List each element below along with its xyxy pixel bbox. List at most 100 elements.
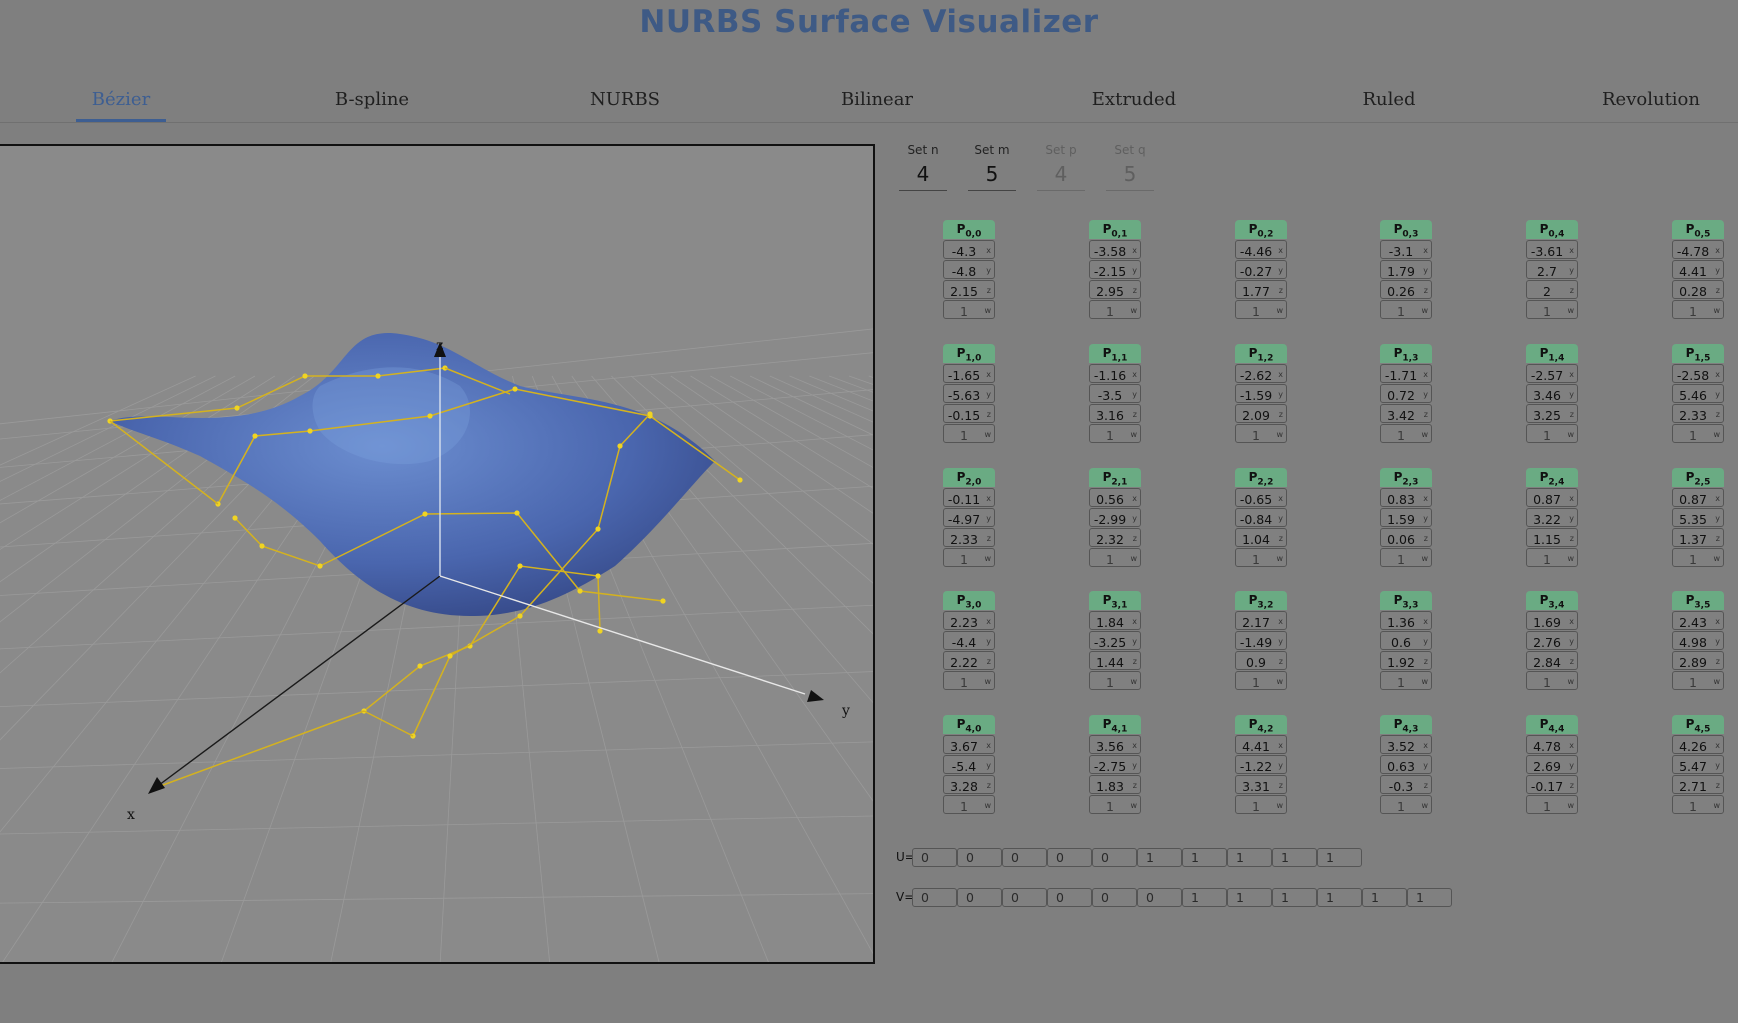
coord-x-input[interactable]: [1527, 738, 1567, 755]
knot-u-input[interactable]: [1182, 848, 1227, 867]
knot-v-input[interactable]: [1362, 888, 1407, 907]
coord-x-input[interactable]: [1673, 738, 1713, 755]
coord-y-input[interactable]: [1090, 511, 1130, 528]
coord-y-input[interactable]: [944, 634, 984, 651]
coord-x-input[interactable]: [944, 614, 984, 631]
coord-z-input[interactable]: [1381, 531, 1421, 548]
knot-v-input[interactable]: [1002, 888, 1047, 907]
tab-bilinear[interactable]: Bilinear: [840, 89, 914, 110]
control-net-vertex[interactable]: [375, 373, 381, 379]
coord-z-input[interactable]: [1527, 531, 1567, 548]
knot-u-input[interactable]: [1272, 848, 1317, 867]
tab-nurbs[interactable]: NURBS: [589, 89, 661, 110]
coord-x-input[interactable]: [1381, 738, 1421, 755]
control-net-vertex[interactable]: [517, 613, 523, 619]
coord-y-input[interactable]: [1090, 758, 1130, 775]
coord-x-input[interactable]: [944, 367, 984, 384]
coord-y-input[interactable]: [1381, 263, 1421, 280]
tab-bspline[interactable]: B-spline: [334, 89, 410, 110]
coord-y-input[interactable]: [1381, 387, 1421, 404]
coord-x-input[interactable]: [1236, 367, 1276, 384]
coord-y-input[interactable]: [1527, 511, 1567, 528]
coord-x-input[interactable]: [1527, 614, 1567, 631]
coord-z-input[interactable]: [944, 531, 984, 548]
control-net-vertex[interactable]: [302, 373, 308, 379]
knot-u-input[interactable]: [1227, 848, 1272, 867]
control-net-vertex[interactable]: [737, 477, 743, 483]
knot-u-input[interactable]: [1047, 848, 1092, 867]
coord-x-input[interactable]: [944, 738, 984, 755]
tab-extruded[interactable]: Extruded: [1091, 89, 1177, 110]
coord-x-input[interactable]: [1236, 243, 1276, 260]
control-net-vertex[interactable]: [660, 598, 666, 604]
coord-z-input[interactable]: [944, 778, 984, 795]
knot-v-input[interactable]: [1047, 888, 1092, 907]
coord-z-input[interactable]: [1527, 407, 1567, 424]
coord-y-input[interactable]: [1381, 511, 1421, 528]
coord-x-input[interactable]: [1236, 738, 1276, 755]
coord-x-input[interactable]: [1381, 367, 1421, 384]
coord-x-input[interactable]: [1090, 491, 1130, 508]
coord-z-input[interactable]: [944, 654, 984, 671]
coord-z-input[interactable]: [1090, 407, 1130, 424]
coord-x-input[interactable]: [1673, 367, 1713, 384]
coord-x-input[interactable]: [944, 243, 984, 260]
coord-y-input[interactable]: [1090, 634, 1130, 651]
knot-v-input[interactable]: [1272, 888, 1317, 907]
coord-y-input[interactable]: [1236, 387, 1276, 404]
coord-x-input[interactable]: [1090, 738, 1130, 755]
coord-z-input[interactable]: [1527, 778, 1567, 795]
control-net-vertex[interactable]: [517, 563, 523, 569]
coord-z-input[interactable]: [1381, 407, 1421, 424]
coord-y-input[interactable]: [1673, 758, 1713, 775]
coord-x-input[interactable]: [1673, 491, 1713, 508]
coord-x-input[interactable]: [1527, 367, 1567, 384]
coord-x-input[interactable]: [1527, 491, 1567, 508]
control-net-vertex[interactable]: [317, 563, 323, 569]
coord-y-input[interactable]: [944, 263, 984, 280]
control-net-vertex[interactable]: [512, 386, 518, 392]
knot-v-input[interactable]: [912, 888, 957, 907]
coord-z-input[interactable]: [1381, 283, 1421, 300]
tab-bzier[interactable]: Bézier: [91, 89, 151, 110]
coord-y-input[interactable]: [1527, 263, 1567, 280]
coord-z-input[interactable]: [1236, 654, 1276, 671]
control-net-vertex[interactable]: [252, 433, 258, 439]
control-net-vertex[interactable]: [617, 443, 623, 449]
coord-y-input[interactable]: [944, 758, 984, 775]
control-net-vertex[interactable]: [595, 573, 601, 579]
coord-x-input[interactable]: [1236, 614, 1276, 631]
coord-y-input[interactable]: [1527, 387, 1567, 404]
coord-x-input[interactable]: [1673, 243, 1713, 260]
control-net-vertex[interactable]: [417, 663, 423, 669]
control-net-vertex[interactable]: [234, 405, 240, 411]
coord-y-input[interactable]: [1673, 634, 1713, 651]
coord-z-input[interactable]: [1236, 407, 1276, 424]
control-net-vertex[interactable]: [422, 511, 428, 517]
coord-z-input[interactable]: [1090, 654, 1130, 671]
coord-y-input[interactable]: [1673, 511, 1713, 528]
param-input[interactable]: [968, 162, 1016, 191]
coord-y-input[interactable]: [1381, 758, 1421, 775]
knot-v-input[interactable]: [1317, 888, 1362, 907]
knot-v-input[interactable]: [1227, 888, 1272, 907]
coord-x-input[interactable]: [1236, 491, 1276, 508]
param-input[interactable]: [899, 162, 947, 191]
knot-u-input[interactable]: [1137, 848, 1182, 867]
control-net-vertex[interactable]: [595, 526, 601, 532]
control-net-vertex[interactable]: [597, 628, 603, 634]
control-net-vertex[interactable]: [577, 588, 583, 594]
control-net-vertex[interactable]: [647, 411, 653, 417]
coord-z-input[interactable]: [1236, 283, 1276, 300]
coord-y-input[interactable]: [1236, 511, 1276, 528]
coord-y-input[interactable]: [944, 387, 984, 404]
coord-x-input[interactable]: [1381, 243, 1421, 260]
knot-v-input[interactable]: [957, 888, 1002, 907]
tab-revolution[interactable]: Revolution: [1602, 89, 1700, 110]
coord-z-input[interactable]: [944, 283, 984, 300]
coord-y-input[interactable]: [1236, 758, 1276, 775]
knot-u-input[interactable]: [1002, 848, 1047, 867]
knot-v-input[interactable]: [1182, 888, 1227, 907]
control-net-vertex[interactable]: [232, 515, 238, 521]
coord-z-input[interactable]: [1673, 407, 1713, 424]
